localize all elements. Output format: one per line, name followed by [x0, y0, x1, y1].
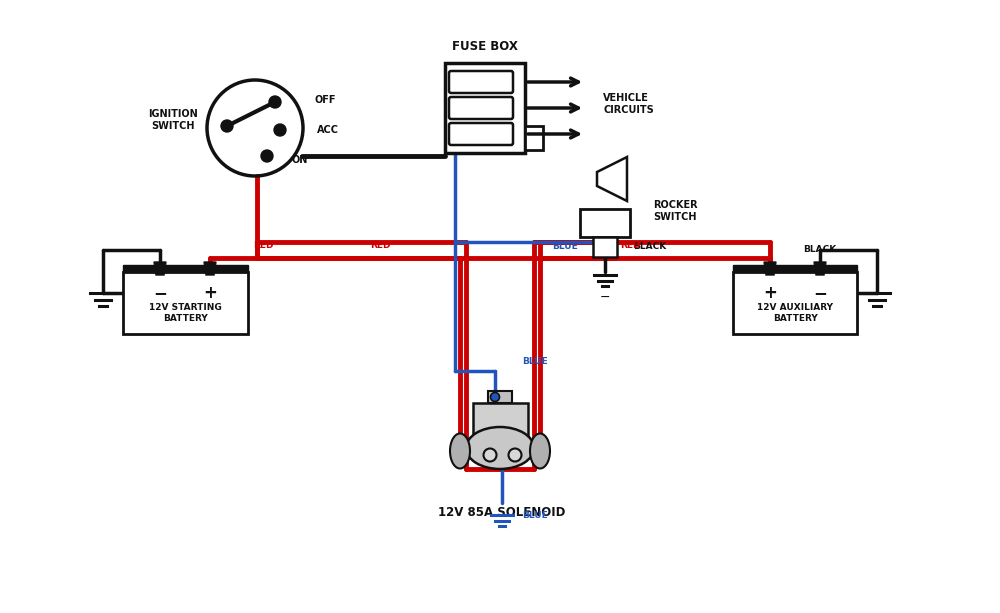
- Bar: [593, 237, 617, 257]
- Text: RED: RED: [620, 242, 640, 251]
- Text: −: −: [813, 284, 827, 302]
- Text: ACC: ACC: [317, 125, 339, 135]
- Text: BLACK: BLACK: [633, 242, 666, 251]
- Circle shape: [221, 120, 233, 132]
- Polygon shape: [814, 262, 826, 275]
- Text: ROCKER
SWITCH: ROCKER SWITCH: [653, 200, 698, 222]
- Bar: [473, 403, 528, 438]
- Bar: [123, 272, 248, 334]
- Ellipse shape: [450, 433, 470, 468]
- Ellipse shape: [466, 427, 534, 469]
- FancyBboxPatch shape: [449, 123, 513, 145]
- Text: RED: RED: [253, 242, 274, 251]
- FancyBboxPatch shape: [449, 71, 513, 93]
- Polygon shape: [154, 262, 166, 275]
- Circle shape: [491, 392, 500, 402]
- Circle shape: [261, 150, 273, 162]
- Text: −: −: [153, 284, 167, 302]
- Bar: [580, 209, 630, 237]
- Polygon shape: [204, 262, 216, 275]
- Polygon shape: [597, 157, 627, 201]
- Text: 12V STARTING
BATTERY: 12V STARTING BATTERY: [149, 303, 221, 322]
- Text: BLUE: BLUE: [522, 357, 548, 365]
- Bar: [732, 265, 857, 275]
- Text: ON: ON: [291, 155, 307, 165]
- Bar: [488, 391, 512, 403]
- Circle shape: [274, 124, 286, 136]
- Text: BLUE: BLUE: [522, 511, 548, 519]
- Text: BLUE: BLUE: [552, 242, 578, 251]
- Text: 12V 85A SOLENOID: 12V 85A SOLENOID: [438, 506, 566, 519]
- FancyBboxPatch shape: [449, 97, 513, 119]
- Text: FUSE BOX: FUSE BOX: [452, 39, 518, 53]
- Bar: [445, 63, 525, 153]
- Text: RED: RED: [370, 242, 390, 251]
- Text: VEHICLE
CIRCUITS: VEHICLE CIRCUITS: [603, 93, 654, 115]
- Text: 12V AUXILIARY
BATTERY: 12V AUXILIARY BATTERY: [757, 303, 833, 322]
- Circle shape: [269, 96, 281, 108]
- Text: +: +: [203, 284, 217, 302]
- Bar: [123, 265, 248, 275]
- Text: −: −: [600, 291, 610, 303]
- Text: OFF: OFF: [314, 95, 336, 105]
- Text: +: +: [763, 284, 777, 302]
- Circle shape: [484, 449, 497, 462]
- Circle shape: [509, 449, 522, 462]
- Polygon shape: [764, 262, 776, 275]
- Text: IGNITION
SWITCH: IGNITION SWITCH: [148, 109, 198, 131]
- Text: BLACK: BLACK: [803, 245, 837, 254]
- Ellipse shape: [530, 433, 550, 468]
- Bar: [732, 272, 857, 334]
- Bar: [525, 126, 543, 150]
